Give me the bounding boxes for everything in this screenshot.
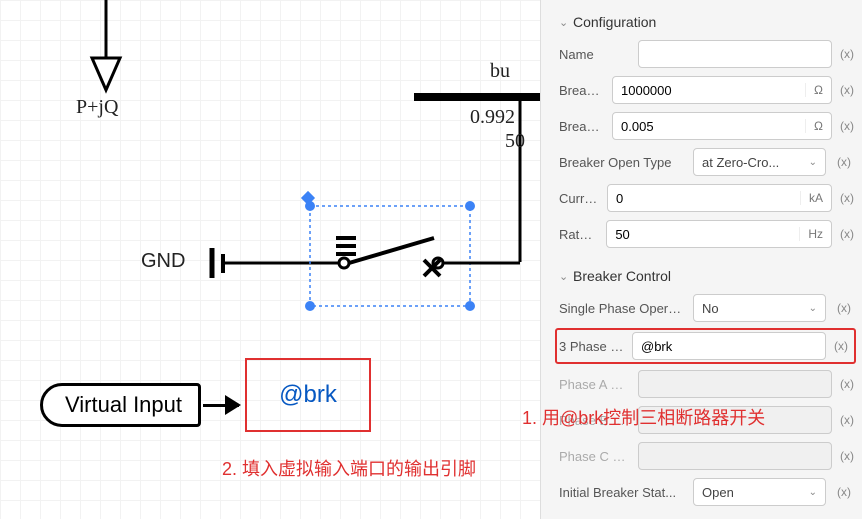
row-phase-a: Phase A Control Si... (x) <box>541 366 862 402</box>
virtual-input-block[interactable]: Virtual Input @brk <box>40 378 371 432</box>
pjq-label: P+jQ <box>76 96 118 119</box>
input-close-res[interactable] <box>613 119 805 134</box>
x-button[interactable]: (x) <box>840 227 854 241</box>
label-initial: Initial Breaker Stat... <box>559 485 685 500</box>
chevron-down-icon: ⌄ <box>559 16 573 29</box>
input-phase-a <box>639 377 831 392</box>
label-rated-freq: Rated Frequency <box>559 227 598 242</box>
x-button[interactable]: (x) <box>834 155 854 169</box>
input-phase-c <box>639 449 831 464</box>
input-rated-freq[interactable] <box>607 227 799 242</box>
bus-val1: 0.992 <box>470 106 515 129</box>
chevron-down-icon: ⌄ <box>809 303 817 314</box>
x-button[interactable]: (x) <box>840 47 854 61</box>
at-brk-box: @brk <box>245 358 371 432</box>
gnd-label: GND <box>141 250 185 273</box>
row-chopping: Current Chopping L... kA (x) <box>541 180 862 216</box>
row-initial-state: Initial Breaker Stat... Open ⌄ (x) <box>541 474 862 510</box>
row-rated-frequency: Rated Frequency Hz (x) <box>541 216 862 252</box>
properties-sidebar: ⌄ Configuration Name (x) Breaker OPEN Re… <box>540 0 862 519</box>
row-3phase-control: 3 Phase Control Si... (x) <box>555 328 856 364</box>
x-button[interactable]: (x) <box>840 119 854 133</box>
row-phase-c: Phase C Control Si... (x) <box>541 438 862 474</box>
label-open-res: Breaker OPEN Resi... <box>559 83 604 98</box>
label-open-type: Breaker Open Type <box>559 155 685 170</box>
label-single-phase: Single Phase Opera... <box>559 301 685 316</box>
label-phase-c: Phase C Control Si... <box>559 449 630 464</box>
annotation-1: 1. 用@brk控制三相断路器开关 <box>522 404 765 430</box>
x-button[interactable]: (x) <box>840 413 854 427</box>
x-button[interactable]: (x) <box>840 83 854 97</box>
annotation-2: 2. 填入虚拟输入端口的输出引脚 <box>222 455 476 481</box>
select-open-type-value: at Zero-Cro... <box>702 155 779 170</box>
row-close-resistance: Breaker Close Resi... Ω (x) <box>541 108 862 144</box>
x-button[interactable]: (x) <box>840 449 854 463</box>
diagram-canvas[interactable]: P+jQ bu 0.992 50 GND Virtual Input @brk … <box>0 0 540 519</box>
canvas-svg <box>0 0 540 519</box>
bus-label: bu <box>490 60 510 83</box>
x-button[interactable]: (x) <box>834 301 854 315</box>
select-single-phase[interactable]: No ⌄ <box>693 294 826 322</box>
unit-hz: Hz <box>799 227 831 241</box>
row-open-resistance: Breaker OPEN Resi... Ω (x) <box>541 72 862 108</box>
input-open-res[interactable] <box>613 83 805 98</box>
input-name[interactable] <box>639 47 831 62</box>
select-open-type[interactable]: at Zero-Cro... ⌄ <box>693 148 826 176</box>
section-breaker-control[interactable]: ⌄ Breaker Control <box>541 262 862 290</box>
row-single-phase: Single Phase Opera... No ⌄ (x) <box>541 290 862 326</box>
row-open-type: Breaker Open Type at Zero-Cro... ⌄ (x) <box>541 144 862 180</box>
unit-ohm: Ω <box>805 83 831 97</box>
label-3phase: 3 Phase Control Si... <box>559 339 624 354</box>
label-phase-a: Phase A Control Si... <box>559 377 630 392</box>
unit-ohm: Ω <box>805 119 831 133</box>
chevron-down-icon: ⌄ <box>809 157 817 168</box>
select-initial-value: Open <box>702 485 734 500</box>
unit-ka: kA <box>800 191 831 205</box>
label-name: Name <box>559 47 630 62</box>
label-chopping: Current Chopping L... <box>559 191 599 206</box>
select-initial[interactable]: Open ⌄ <box>693 478 826 506</box>
row-name: Name (x) <box>541 36 862 72</box>
input-3phase[interactable] <box>633 339 825 354</box>
x-button[interactable]: (x) <box>840 377 854 391</box>
x-button[interactable]: (x) <box>834 339 848 353</box>
x-button[interactable]: (x) <box>840 191 854 205</box>
section-configuration[interactable]: ⌄ Configuration <box>541 8 862 36</box>
label-close-res: Breaker Close Resi... <box>559 119 604 134</box>
chevron-down-icon: ⌄ <box>809 487 817 498</box>
input-chopping[interactable] <box>608 191 800 206</box>
virtual-input-arrow-icon <box>203 404 239 407</box>
section-configuration-label: Configuration <box>573 14 656 30</box>
select-single-phase-value: No <box>702 301 719 316</box>
bus-val2: 50 <box>505 130 525 153</box>
x-button[interactable]: (x) <box>834 485 854 499</box>
chevron-down-icon: ⌄ <box>559 270 573 283</box>
section-breaker-label: Breaker Control <box>573 268 671 284</box>
virtual-input-label: Virtual Input <box>40 383 201 427</box>
